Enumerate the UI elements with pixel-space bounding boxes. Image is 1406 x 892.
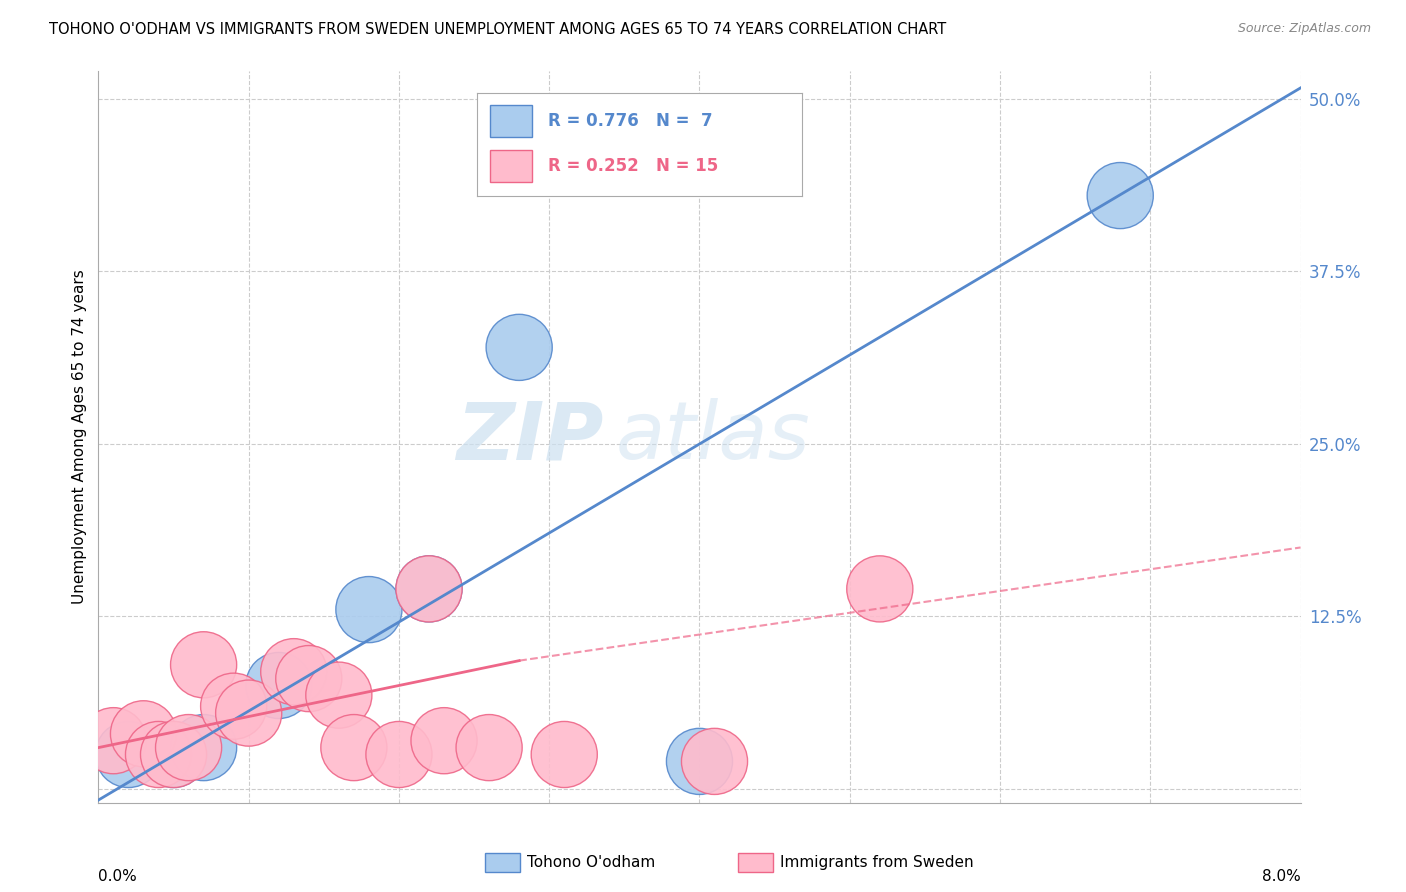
Ellipse shape — [170, 632, 236, 698]
Text: Immigrants from Sweden: Immigrants from Sweden — [780, 855, 974, 870]
Ellipse shape — [141, 722, 207, 788]
Text: ZIP: ZIP — [456, 398, 603, 476]
Ellipse shape — [260, 639, 326, 705]
Bar — [491, 104, 533, 137]
Y-axis label: Unemployment Among Ages 65 to 74 years: Unemployment Among Ages 65 to 74 years — [72, 269, 87, 605]
Ellipse shape — [321, 714, 387, 780]
Ellipse shape — [141, 722, 207, 788]
Text: R = 0.776   N =  7: R = 0.776 N = 7 — [548, 112, 713, 130]
Ellipse shape — [1087, 162, 1153, 228]
Text: 8.0%: 8.0% — [1261, 869, 1301, 884]
Ellipse shape — [396, 556, 463, 622]
Ellipse shape — [156, 714, 222, 780]
Ellipse shape — [80, 707, 146, 773]
Text: 0.0%: 0.0% — [98, 869, 138, 884]
Ellipse shape — [215, 680, 281, 746]
Text: R = 0.252   N = 15: R = 0.252 N = 15 — [548, 157, 718, 175]
Ellipse shape — [170, 714, 236, 780]
Ellipse shape — [366, 722, 432, 788]
Bar — [491, 150, 533, 182]
Ellipse shape — [486, 314, 553, 380]
Ellipse shape — [96, 722, 162, 788]
Ellipse shape — [666, 729, 733, 795]
Text: Tohono O'odham: Tohono O'odham — [527, 855, 655, 870]
Ellipse shape — [682, 729, 748, 795]
Ellipse shape — [276, 646, 342, 712]
Ellipse shape — [336, 576, 402, 642]
Ellipse shape — [456, 714, 522, 780]
Ellipse shape — [411, 707, 477, 773]
Ellipse shape — [846, 556, 912, 622]
Ellipse shape — [125, 722, 191, 788]
Text: Source: ZipAtlas.com: Source: ZipAtlas.com — [1237, 22, 1371, 36]
Ellipse shape — [246, 652, 312, 719]
Text: atlas: atlas — [616, 398, 810, 476]
Ellipse shape — [531, 722, 598, 788]
Ellipse shape — [305, 662, 373, 728]
Text: TOHONO O'ODHAM VS IMMIGRANTS FROM SWEDEN UNEMPLOYMENT AMONG AGES 65 TO 74 YEARS : TOHONO O'ODHAM VS IMMIGRANTS FROM SWEDEN… — [49, 22, 946, 37]
Ellipse shape — [396, 556, 463, 622]
Ellipse shape — [111, 701, 177, 767]
Ellipse shape — [201, 673, 267, 739]
